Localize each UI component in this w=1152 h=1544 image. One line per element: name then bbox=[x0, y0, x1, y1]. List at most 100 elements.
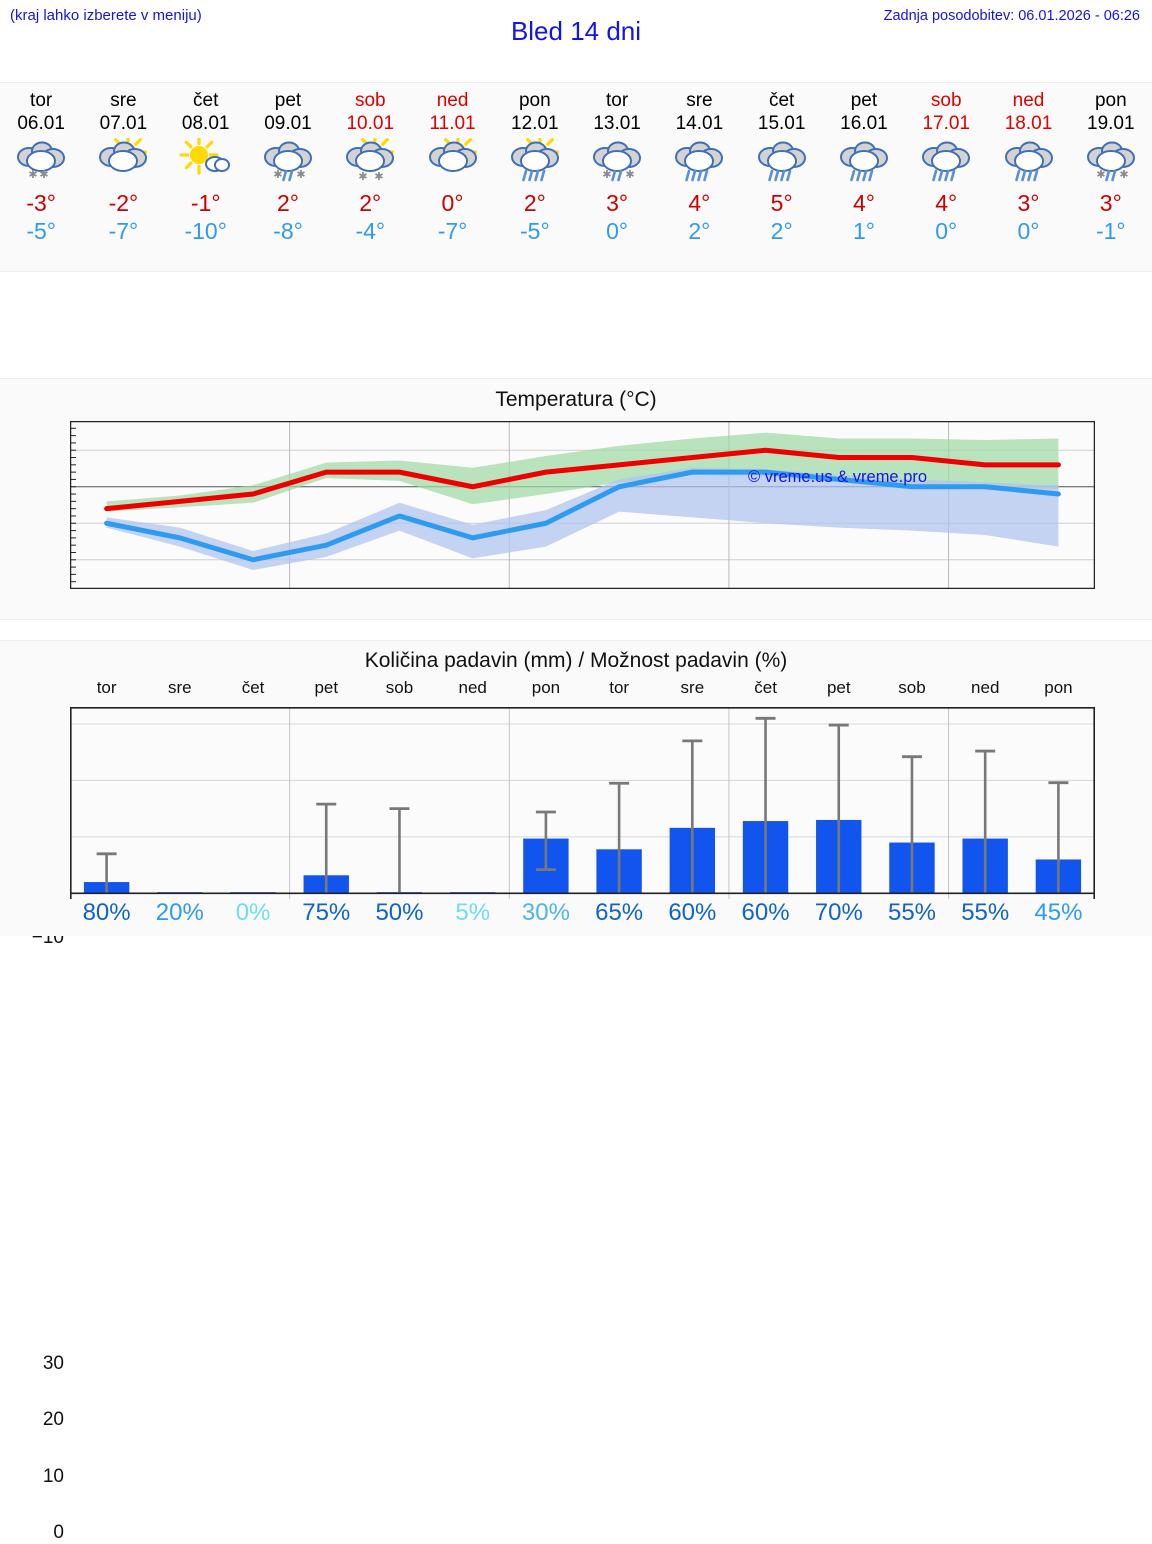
day-name: čet bbox=[193, 90, 219, 111]
precipitation-chart-section: Količina padavin (mm) / Možnost padavin … bbox=[0, 640, 1152, 1543]
precipitation-day-label: sre bbox=[168, 678, 192, 697]
day-date: 15.01 bbox=[757, 113, 806, 134]
day-date: 18.01 bbox=[1004, 113, 1053, 134]
day-temp-min: -7° bbox=[108, 218, 139, 244]
precipitation-day-label: sob bbox=[898, 678, 926, 697]
day-column[interactable]: tor 06.01 ✱ ✱ -3° -5° bbox=[0, 83, 82, 271]
precipitation-probability: 65% bbox=[595, 899, 644, 926]
precipitation-probability-row: 80% 20% 0% 75% 50% 5% 30% 65% 60% 60% 70% 55% 55% 45% bbox=[70, 899, 1095, 939]
day-name: sob bbox=[354, 90, 386, 111]
temperature-plot bbox=[70, 421, 1095, 589]
day-temp-min: -8° bbox=[273, 218, 303, 244]
cloudy-rain-icon bbox=[826, 138, 902, 186]
day-date: 13.01 bbox=[593, 113, 641, 134]
day-column[interactable]: ned 18.01 3° 0° bbox=[987, 83, 1069, 271]
day-date: 07.01 bbox=[99, 113, 148, 134]
precipitation-day-label: čet bbox=[241, 678, 265, 697]
day-name: sob bbox=[930, 90, 962, 111]
cloudy-rain-snow-icon: ✱ ✱ bbox=[250, 138, 326, 186]
day-column[interactable]: pet 09.01 ✱ ✱ 2° -8° bbox=[247, 83, 329, 271]
day-temp-min: 2° bbox=[770, 218, 793, 244]
precipitation-day-label: pon bbox=[531, 678, 561, 697]
precipitation-probability: 50% bbox=[375, 899, 424, 926]
cloudy-rain-snow-icon: ✱ ✱ bbox=[579, 138, 655, 186]
precipitation-probability: 30% bbox=[521, 899, 570, 926]
day-column[interactable]: tor 13.01 ✱ ✱ 3° 0° bbox=[576, 83, 658, 271]
precipitation-probability: 55% bbox=[887, 899, 937, 926]
day-date: 08.01 bbox=[181, 113, 230, 134]
svg-text:✱: ✱ bbox=[29, 168, 38, 181]
day-temp-min: 0° bbox=[1017, 218, 1040, 244]
day-date: 06.01 bbox=[17, 113, 65, 134]
day-date: 14.01 bbox=[675, 113, 724, 134]
day-date: 19.01 bbox=[1087, 113, 1135, 134]
cloudy-rain-icon bbox=[661, 138, 737, 186]
day-temp-min: 0° bbox=[606, 218, 629, 244]
day-column[interactable]: čet 08.01 -1° -10° bbox=[165, 83, 247, 271]
day-column[interactable]: pet 16.01 4° 1° bbox=[823, 83, 905, 271]
day-temp-max: 2° bbox=[359, 190, 382, 216]
precipitation-day-label: pet bbox=[826, 678, 851, 697]
cloudy-rain-icon bbox=[744, 138, 820, 186]
day-temp-min: -5° bbox=[520, 218, 550, 244]
precipitation-probability: 20% bbox=[155, 899, 204, 926]
day-temp-max: 3° bbox=[1099, 190, 1122, 216]
day-name: sre bbox=[110, 90, 137, 111]
precipitation-y-tick: 0 bbox=[53, 1522, 64, 1544]
svg-text:✱: ✱ bbox=[603, 168, 612, 181]
day-column[interactable]: čet 15.01 5° 2° bbox=[741, 83, 823, 271]
day-column[interactable]: sre 14.01 4° 2° bbox=[658, 83, 740, 271]
precipitation-probability: 75% bbox=[302, 899, 351, 926]
svg-text:✱: ✱ bbox=[1096, 168, 1105, 181]
day-temp-max: 0° bbox=[441, 190, 464, 216]
day-name: tor bbox=[30, 90, 53, 111]
svg-text:✱: ✱ bbox=[359, 170, 368, 183]
day-date: 17.01 bbox=[922, 113, 970, 134]
day-column[interactable]: sob 10.01 ✱ ✱ 2° -4° bbox=[329, 83, 411, 271]
cloudy-rain-snow-icon: ✱ ✱ bbox=[1073, 138, 1149, 186]
precipitation-day-label: pet bbox=[314, 678, 339, 697]
day-column[interactable]: sre 07.01 -2° -7° bbox=[82, 83, 164, 271]
day-temp-max: 2° bbox=[523, 190, 546, 216]
sun-cloud-icon bbox=[415, 138, 491, 186]
precipitation-probability: 70% bbox=[814, 899, 863, 926]
day-temp-max: 4° bbox=[852, 190, 875, 216]
cloudy-rain-icon bbox=[991, 138, 1067, 186]
cloudy-rain-icon bbox=[908, 138, 984, 186]
precipitation-day-label: tor bbox=[96, 678, 117, 697]
precipitation-day-label: čet bbox=[754, 678, 777, 697]
precipitation-probability: 60% bbox=[741, 899, 790, 926]
sun-smallcloud-icon bbox=[168, 138, 244, 186]
day-temp-min: 1° bbox=[852, 218, 875, 244]
day-temp-max: 3° bbox=[606, 190, 629, 216]
day-name: tor bbox=[606, 90, 629, 111]
day-name: pet bbox=[850, 90, 878, 111]
day-name: sre bbox=[686, 90, 713, 111]
day-temp-max: 4° bbox=[935, 190, 958, 216]
day-date: 10.01 bbox=[346, 113, 395, 134]
day-column[interactable]: ned 11.01 0° -7° bbox=[411, 83, 493, 271]
day-column[interactable]: pon 12.01 2° -5° bbox=[494, 83, 576, 271]
day-temp-max: -2° bbox=[108, 190, 139, 216]
temperature-chart-title: Temperatura (°C) bbox=[495, 388, 657, 411]
precipitation-plot bbox=[70, 707, 1095, 899]
page-title: Bled 14 dni bbox=[510, 16, 642, 46]
day-column[interactable]: pon 19.01 ✱ ✱ 3° -1° bbox=[1070, 83, 1152, 271]
day-column[interactable]: sob 17.01 4° 0° bbox=[905, 83, 987, 271]
temperature-chart-section: Temperatura (°C) 50−5−10 bbox=[0, 378, 1152, 948]
svg-text:✱: ✱ bbox=[375, 170, 384, 183]
sun-cloud-icon bbox=[85, 138, 161, 186]
sun-cloud-rain-icon bbox=[497, 138, 573, 186]
day-temp-max: 4° bbox=[688, 190, 711, 216]
day-name: pet bbox=[274, 90, 302, 111]
day-temp-min: -1° bbox=[1095, 218, 1126, 244]
day-date: 11.01 bbox=[429, 113, 476, 134]
day-temp-min: -4° bbox=[355, 218, 386, 244]
day-name: pon bbox=[1094, 90, 1127, 111]
sun-cloud-snow-icon: ✱ ✱ bbox=[332, 138, 408, 186]
precipitation-probability: 5% bbox=[455, 899, 491, 926]
precipitation-probability: 0% bbox=[235, 899, 271, 926]
precipitation-y-tick: 20 bbox=[42, 1409, 64, 1431]
day-date: 09.01 bbox=[264, 113, 312, 134]
svg-text:✱: ✱ bbox=[273, 168, 282, 181]
